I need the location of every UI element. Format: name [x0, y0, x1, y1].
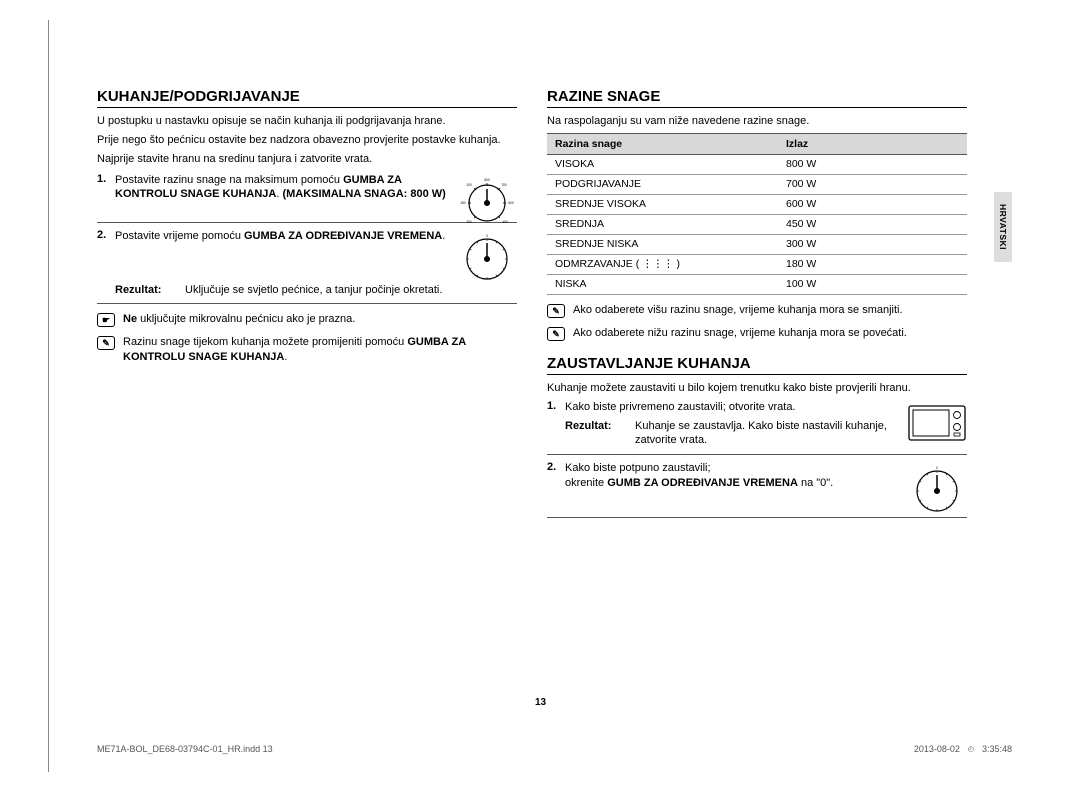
left-column: KUHANJE/PODGRIJAVANJE U postupku u nasta…	[97, 88, 517, 524]
heading-stop-cooking: ZAUSTAVLJANJE KUHANJA	[547, 355, 967, 375]
step-number: 2.	[547, 461, 565, 473]
page-content: KUHANJE/PODGRIJAVANJE U postupku u nasta…	[49, 20, 1032, 524]
power-table: Razina snage Izlaz VISOKA800 W PODGRIJAV…	[547, 133, 967, 295]
result-text: Kuhanje se zaustavlja. Kako biste nastav…	[635, 419, 897, 449]
svg-text:800: 800	[484, 178, 490, 182]
note-text: Ako odaberete nižu razinu snage, vrijeme…	[573, 326, 907, 341]
step-item: 2. Kako biste potpuno zaustavili; okreni…	[547, 461, 967, 511]
result-label: Rezultat:	[115, 283, 185, 298]
table-row: SREDNJA450 W	[547, 214, 967, 234]
heading-cooking: KUHANJE/PODGRIJAVANJE	[97, 88, 517, 108]
step-item: 1. Kako biste privremeno zaustavili; otv…	[547, 400, 967, 456]
svg-text:0: 0	[936, 466, 938, 470]
footer-filename: ME71A-BOL_DE68-03794C-01_HR.indd 13	[97, 744, 273, 754]
power-dial-icon: 800 700 600 450 300 180 100	[457, 175, 517, 229]
step-number: 1.	[97, 173, 115, 185]
table-row: PODGRIJAVANJE700 W	[547, 174, 967, 194]
table-row: VISOKA800 W	[547, 154, 967, 174]
result-label: Rezultat:	[565, 419, 635, 449]
warning-note: ☛ Ne uključujte mikrovalnu pećnicu ako j…	[97, 312, 517, 327]
svg-text:600: 600	[508, 201, 514, 205]
svg-text:300: 300	[466, 220, 472, 224]
result-row: Rezultat: Kuhanje se zaustavlja. Kako bi…	[565, 419, 897, 449]
intro-text: Na raspolaganju su vam niže navedene raz…	[547, 114, 967, 129]
note-icon: ✎	[97, 336, 115, 350]
timer-dial-icon: 0	[907, 463, 967, 517]
hand-icon: ☛	[97, 313, 115, 327]
table-header: Razina snage	[547, 133, 778, 154]
intro-text: Najprije stavite hranu na sredinu tanjur…	[97, 152, 517, 167]
note-text: Ne uključujte mikrovalnu pećnicu ako je …	[123, 312, 355, 327]
intro-text: Kuhanje možete zaustaviti u bilo kojem t…	[547, 381, 967, 396]
info-note: ✎ Ako odaberete višu razinu snage, vrije…	[547, 303, 967, 318]
table-header: Izlaz	[778, 133, 967, 154]
svg-text:100: 100	[466, 183, 472, 187]
timer-dial-icon: 0	[457, 231, 517, 285]
info-note: ✎ Razinu snage tijekom kuhanja možete pr…	[97, 335, 517, 365]
language-tab: HRVATSKI	[994, 192, 1012, 262]
svg-text:700: 700	[501, 183, 507, 187]
svg-text:180: 180	[460, 201, 466, 205]
note-icon: ✎	[547, 304, 565, 318]
divider	[547, 517, 967, 518]
step-number: 1.	[547, 400, 565, 412]
intro-text: U postupku u nastavku opisuje se način k…	[97, 114, 517, 129]
language-label: HRVATSKI	[998, 204, 1008, 250]
table-row: ODMRZAVANJE ( ⋮⋮⋮ )180 W	[547, 254, 967, 274]
info-note: ✎ Ako odaberete nižu razinu snage, vrije…	[547, 326, 967, 341]
table-row: NISKA100 W	[547, 274, 967, 294]
note-text: Ako odaberete višu razinu snage, vrijeme…	[573, 303, 903, 318]
divider	[97, 303, 517, 304]
svg-text:0: 0	[486, 234, 488, 238]
step-item: 1. Postavite razinu snage na maksimum po…	[97, 173, 517, 223]
note-icon: ✎	[547, 327, 565, 341]
table-row: SREDNJE NISKA300 W	[547, 234, 967, 254]
clock-icon: ◴	[968, 745, 974, 753]
table-row: SREDNJE VISOKA600 W	[547, 194, 967, 214]
footer-timestamp: 2013-08-02 ◴ 3:35:48	[914, 744, 1012, 754]
heading-power-levels: RAZINE SNAGE	[547, 88, 967, 108]
step-item: 2. Postavite vrijeme pomoću GUMBA ZA ODR…	[97, 229, 517, 279]
microwave-icon	[907, 402, 967, 456]
page-number: 13	[535, 697, 546, 708]
intro-text: Prije nego što pećnicu ostavite bez nadz…	[97, 133, 517, 148]
footer: ME71A-BOL_DE68-03794C-01_HR.indd 13 2013…	[97, 744, 1012, 754]
right-column: RAZINE SNAGE Na raspolaganju su vam niže…	[547, 88, 967, 524]
note-text: Razinu snage tijekom kuhanja možete prom…	[123, 335, 517, 365]
steps-list: 1. Postavite razinu snage na maksimum po…	[97, 173, 517, 305]
svg-text:450: 450	[502, 220, 508, 224]
manual-page: HRVATSKI KUHANJE/PODGRIJAVANJE U postupk…	[48, 20, 1032, 772]
step-number: 2.	[97, 229, 115, 241]
